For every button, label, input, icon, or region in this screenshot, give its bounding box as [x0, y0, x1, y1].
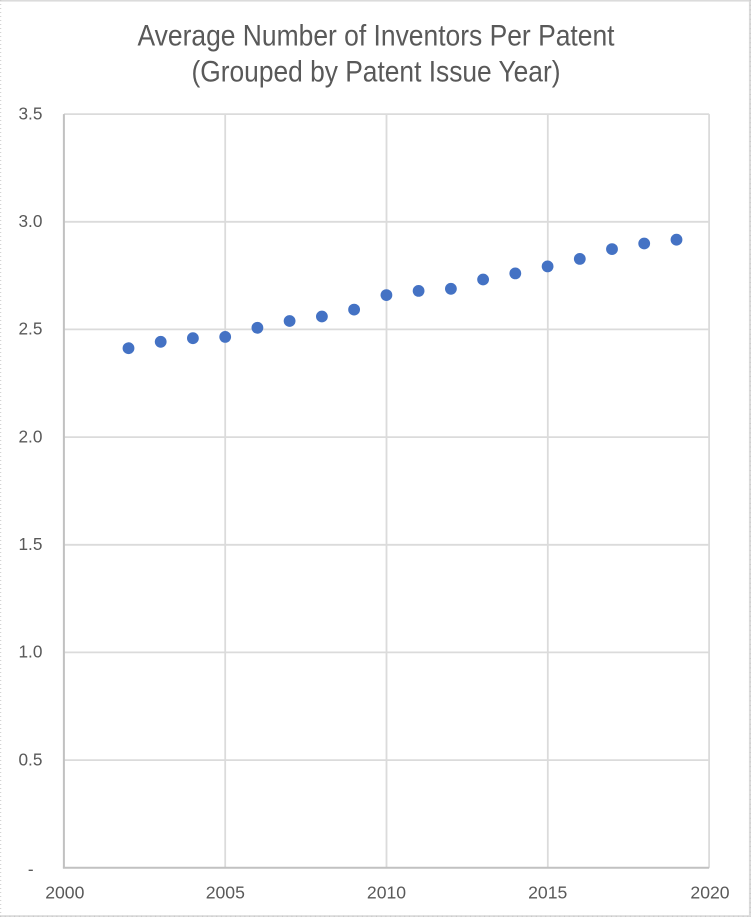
svg-text:1.0: 1.0 [18, 642, 42, 662]
svg-text:Average Number of Inventors Pe: Average Number of Inventors Per Patent [138, 20, 615, 53]
svg-text:2.5: 2.5 [18, 319, 42, 339]
svg-text:0.5: 0.5 [18, 749, 42, 769]
svg-text:1.5: 1.5 [18, 534, 42, 554]
svg-text:2015: 2015 [528, 883, 567, 903]
svg-text:2000: 2000 [45, 883, 84, 903]
svg-text:2010: 2010 [367, 883, 406, 903]
svg-text:2020: 2020 [690, 883, 729, 903]
svg-text:3.0: 3.0 [18, 211, 42, 231]
svg-text:3.5: 3.5 [18, 103, 42, 123]
svg-text:2.0: 2.0 [18, 426, 42, 446]
svg-text:(Grouped by Patent Issue Year): (Grouped by Patent Issue Year) [192, 56, 561, 89]
svg-text:2005: 2005 [206, 883, 245, 903]
svg-text:-: - [28, 859, 34, 879]
